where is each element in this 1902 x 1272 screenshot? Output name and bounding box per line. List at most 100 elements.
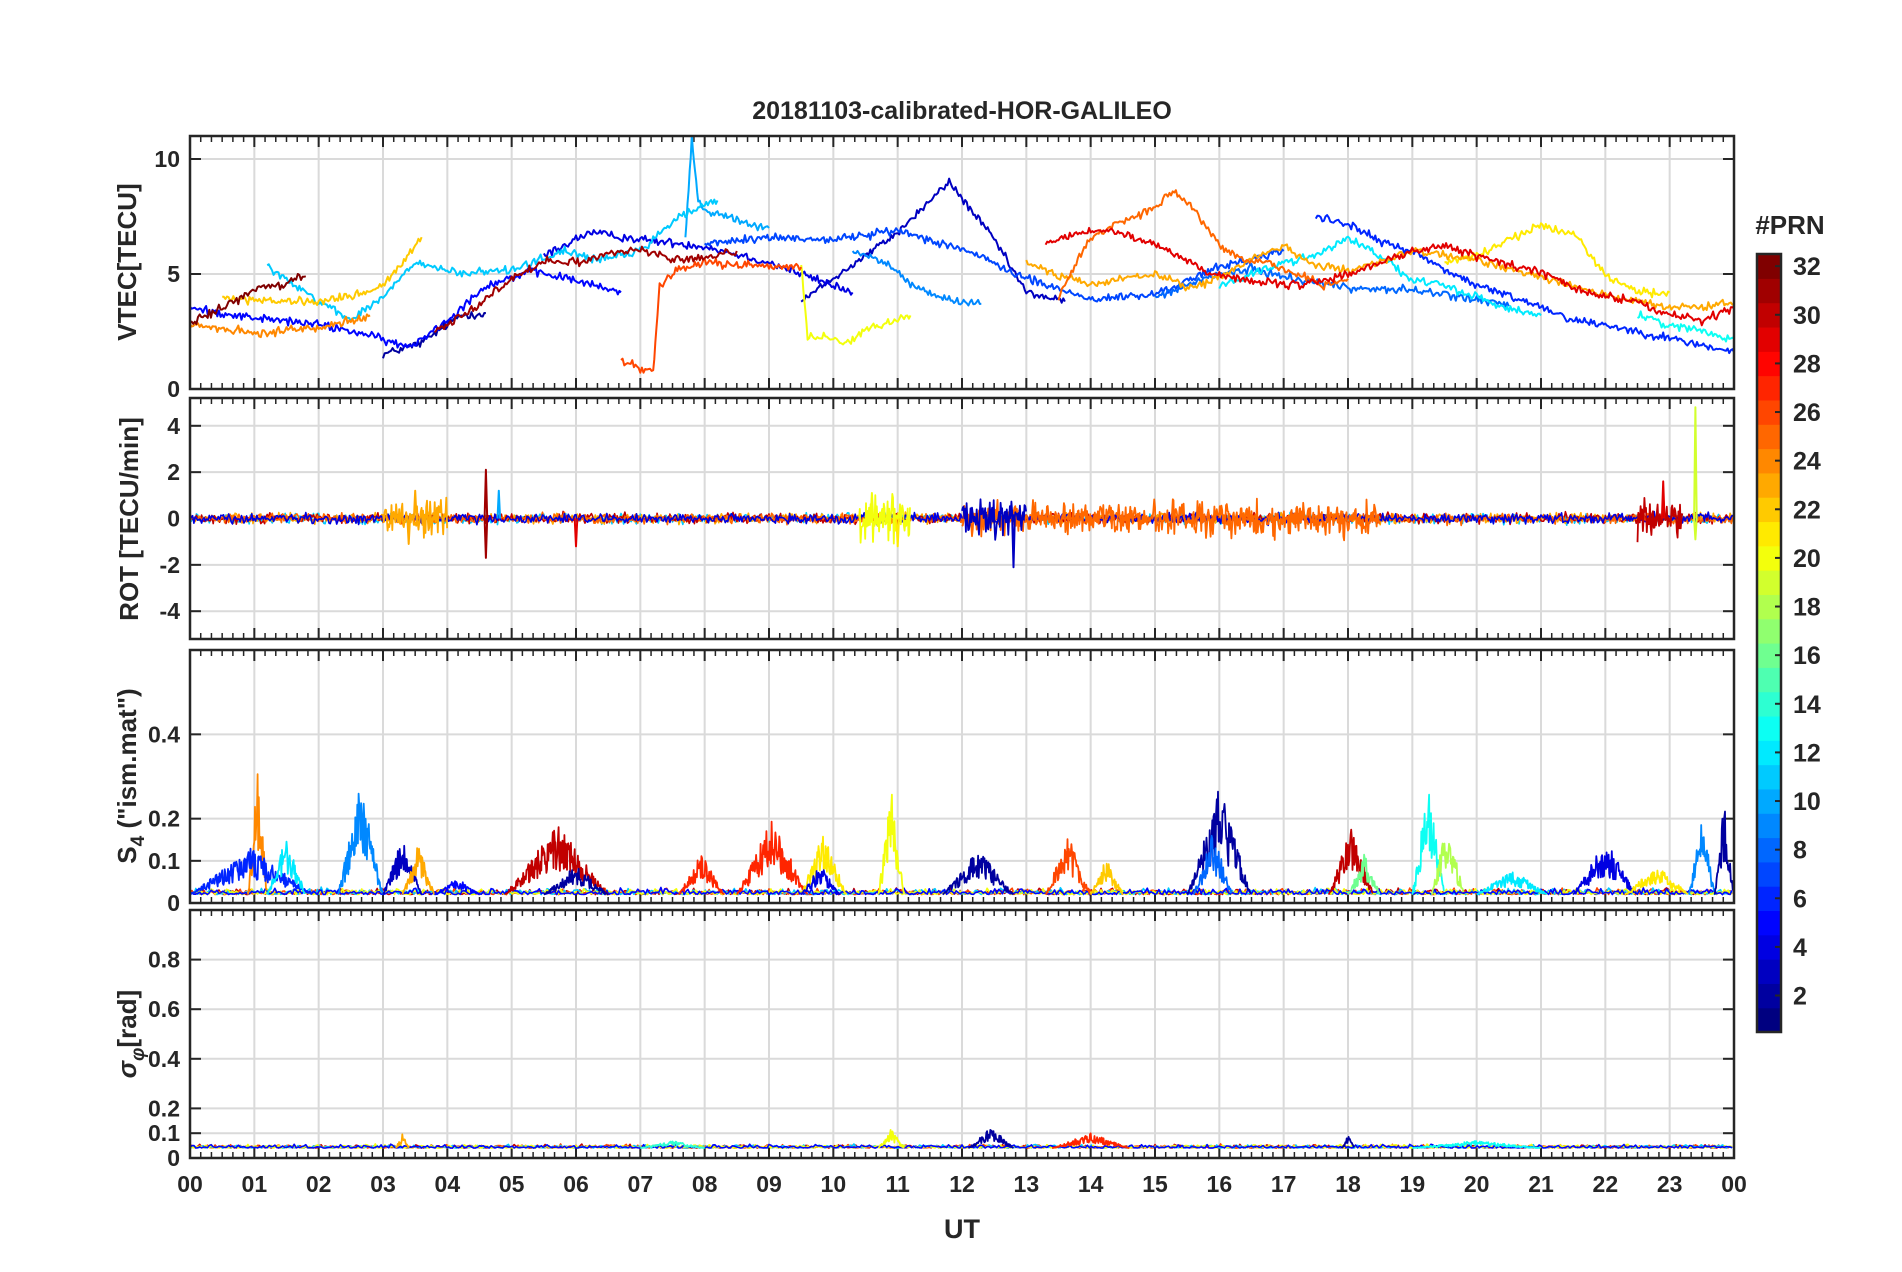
colorbar-segment [1757,959,1781,984]
colorbar-tick-label: 28 [1793,350,1821,378]
rot-burst-prn-25 [961,497,1381,542]
vtec-series-prn-31 [433,245,738,334]
vtec-series-prn-3 [800,177,1066,304]
event-prn-4 [1572,850,1638,896]
x-tick-label: 09 [756,1171,782,1197]
vtec-series-prn-4 [542,229,854,296]
vtec-series-prn-5 [190,266,622,349]
chart-title: 20181103-calibrated-HOR-GALILEO [752,97,1172,125]
colorbar-segment [1757,813,1781,839]
x-tick-label: 23 [1657,1171,1683,1197]
x-axis-label: UT [944,1214,980,1244]
colorbar-tick-label: 10 [1793,788,1821,816]
y-tick-label: 0 [167,506,180,532]
colorbar-tick-label: 2 [1793,983,1807,1011]
series-group [190,1129,1733,1149]
y-axis-label-rot: ROT [TECU/min] [114,417,144,621]
colorbar-segment [1757,326,1781,352]
event-prn-20 [877,1129,905,1149]
y-tick-label: 4 [167,413,180,439]
colorbar-segment [1757,521,1781,547]
y-axis-label-s4: S4 ("ism.mat") [112,688,149,863]
event-prn-20 [877,793,905,895]
x-tick-label: 21 [1528,1171,1554,1197]
x-tick-label: 03 [370,1171,396,1197]
rot-spike-prn-29 [573,518,579,548]
event-prn-2 [1340,1136,1355,1149]
y-axis-label-sigma: σφ[rad] [112,990,149,1078]
y-tick-label: 0.4 [148,721,180,747]
rot-spike-prn-31 [483,468,489,519]
event-prn-27 [736,820,809,896]
x-tick-label: 20 [1464,1171,1490,1197]
vtec-series-prn-9 [851,249,982,307]
y-tick-label: 0.1 [148,848,180,874]
x-tick-label: 19 [1400,1171,1426,1197]
x-tick-label: 02 [306,1171,332,1197]
colorbar-tick-label: 4 [1793,934,1807,962]
event-prn-22 [1089,862,1124,896]
y-axis-label-vtec: VTEC[TECU] [112,183,142,340]
x-tick-label: 14 [1078,1171,1104,1197]
vtec-series-prn-10 [684,136,770,238]
y-tick-label: 0.1 [148,1120,180,1146]
event-prn-5 [434,880,480,896]
y-tick-label: 5 [167,261,180,287]
colorbar-tick-label: 20 [1793,545,1821,573]
y-tick-label: 0 [167,1145,180,1171]
colorbar-segment [1757,618,1781,644]
rot-burst-prn-23 [382,496,448,539]
event-prn-26 [1044,838,1092,896]
event-prn-9 [337,792,384,895]
event-prn-9 [1688,824,1715,895]
panel-s4: 0 0.1 0.2 0.4 [148,648,1736,916]
series-group [190,136,1734,374]
colorbar-frame [1755,252,1783,1034]
series-group [190,773,1734,896]
axes-frame [188,134,1736,391]
event-prn-23 [401,847,436,896]
baseline-prn-5 [190,1143,1733,1149]
colorbar-segment [1757,472,1781,498]
x-tick-label: 12 [949,1171,975,1197]
event-prn-13 [1412,1140,1541,1149]
event-prn-12 [1476,871,1548,896]
event-prn-27 [678,855,725,896]
y-tick-label: 0 [167,376,180,402]
rot-spike-prn-21 [895,518,900,548]
colorbar-tick-label: 8 [1793,837,1807,865]
vtec-series-prn-6 [1314,214,1734,355]
y-tick-label: 0.2 [148,1095,180,1121]
y-tick-label: 0.6 [148,996,180,1022]
rot-spike-prn-23 [406,518,411,545]
x-tick-label: 08 [692,1171,718,1197]
event-prn-23 [395,1133,410,1149]
colorbar-segment [1757,570,1781,595]
event-prn-4 [800,869,841,896]
event-prn-18 [1430,842,1465,895]
colorbar-tick-label: 32 [1793,253,1821,281]
panel-vtec: 0 5 10 [154,134,1736,402]
event-prn-21 [800,835,848,896]
x-tick-label: 13 [1014,1171,1040,1197]
rot-spike-prn-31 [483,518,489,559]
colorbar-tick-label: 16 [1793,642,1821,670]
y-tick-label: 0 [167,890,180,916]
x-tick-label: 22 [1593,1171,1619,1197]
axes-frame [188,648,1736,905]
colorbar-segment [1757,861,1781,887]
rot-spike-prn-29 [1660,480,1666,519]
event-prn-6 [190,847,313,896]
colorbar-segment [1757,715,1781,741]
y-tick-label: -4 [160,598,181,624]
rot-spike-prn-19 [1693,406,1698,519]
colorbar-tick-label: 26 [1793,399,1821,427]
colorbar-segment [1757,667,1781,693]
x-tick-label: 00 [177,1171,203,1197]
event-prn-27 [1051,1132,1130,1149]
baseline-prn-20 [190,887,1733,896]
x-tick-label: 01 [242,1171,268,1197]
vtec-series-prn-32 [190,273,307,325]
